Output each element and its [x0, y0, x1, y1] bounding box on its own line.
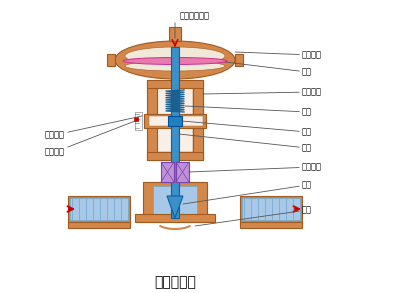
Bar [153, 186, 197, 214]
Text: 膜室下腔: 膜室下腔 [203, 88, 322, 96]
Bar [144, 114, 206, 128]
Text: 推杆: 推杆 [182, 121, 312, 137]
Bar [147, 80, 157, 160]
Ellipse shape [125, 61, 225, 71]
Bar [143, 182, 207, 222]
Bar [193, 80, 203, 160]
Bar [242, 198, 300, 220]
Bar [240, 196, 302, 222]
Bar [68, 196, 130, 222]
Bar [235, 54, 243, 66]
Bar [134, 117, 138, 121]
Text: 气动薄膜阀: 气动薄膜阀 [154, 275, 196, 289]
Bar [147, 80, 203, 88]
Bar [70, 198, 128, 220]
Bar [135, 112, 142, 130]
Bar [169, 27, 181, 41]
Bar [176, 162, 189, 182]
Bar [149, 116, 203, 126]
Polygon shape [167, 196, 183, 218]
Ellipse shape [115, 41, 235, 79]
Text: 阀芯: 阀芯 [183, 180, 312, 204]
Text: 阀座: 阀座 [195, 205, 312, 226]
Bar [135, 214, 215, 222]
Bar [161, 162, 174, 182]
Text: 行程指针: 行程指针 [45, 116, 142, 139]
Bar [147, 152, 203, 160]
Text: 压力信号入口: 压力信号入口 [180, 11, 210, 21]
Bar [107, 54, 115, 66]
Bar [157, 88, 193, 152]
Bar [68, 222, 130, 228]
Text: 行程刻度: 行程刻度 [45, 121, 135, 156]
Text: 膜室上腔: 膜室上腔 [235, 50, 322, 59]
Text: 弹簧: 弹簧 [185, 106, 312, 117]
Bar [168, 116, 182, 126]
Text: 膜片: 膜片 [225, 62, 312, 76]
Bar [240, 222, 302, 228]
Ellipse shape [125, 47, 225, 65]
Bar [171, 47, 179, 218]
Ellipse shape [123, 57, 227, 64]
Text: 密封填料: 密封填料 [189, 163, 322, 172]
Text: 阀杆: 阀杆 [179, 134, 312, 152]
